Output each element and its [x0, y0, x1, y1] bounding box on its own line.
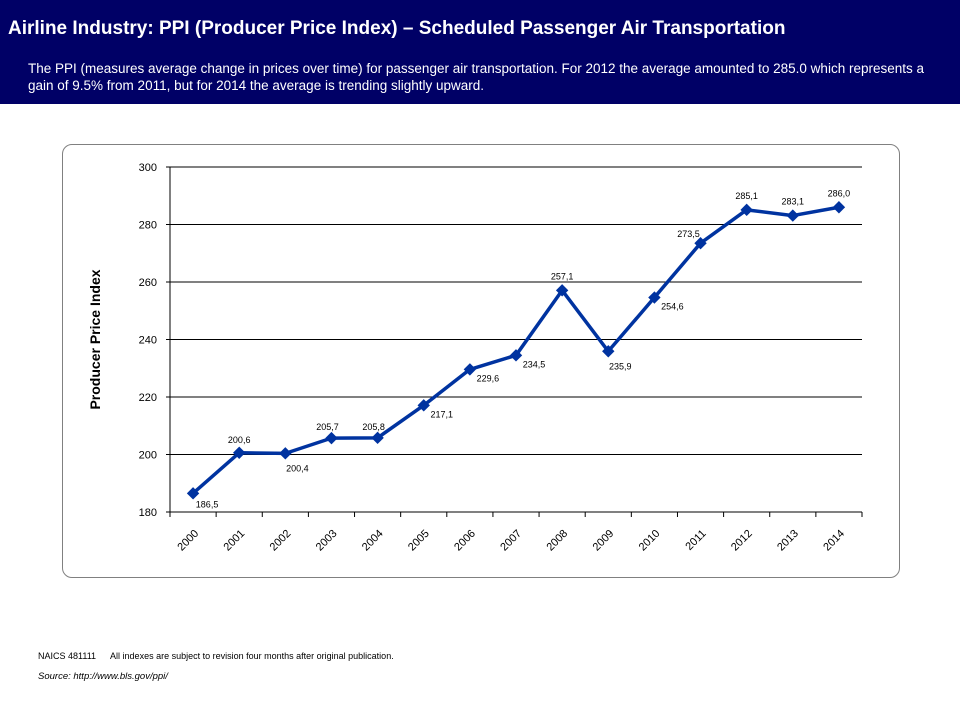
x-tick-label: 2011 — [683, 528, 708, 553]
data-label: 273,5 — [677, 229, 700, 239]
data-point — [648, 291, 661, 304]
data-label: 257,1 — [551, 271, 574, 281]
x-tick-label: 2000 — [175, 528, 201, 554]
x-tick-label: 2002 — [268, 528, 294, 554]
data-label: 286,0 — [828, 188, 851, 198]
header-banner: Airline Industry: PPI (Producer Price In… — [0, 0, 960, 104]
data-label: 234,5 — [523, 359, 546, 369]
data-label: 186,5 — [196, 499, 219, 509]
y-tick-label: 220 — [139, 392, 157, 404]
x-tick-label: 2004 — [360, 528, 386, 554]
data-point — [832, 201, 846, 214]
x-tick-label: 2009 — [591, 528, 617, 554]
data-point — [371, 431, 384, 445]
page-subtitle: The PPI (measures average change in pric… — [28, 61, 924, 93]
y-tick-label: 280 — [139, 220, 157, 232]
y-tick-label: 300 — [139, 162, 157, 174]
data-label: 205,8 — [362, 422, 385, 432]
data-label: 229,6 — [477, 373, 500, 383]
data-label: 235,9 — [609, 361, 632, 371]
revision-note: All indexes are subject to revision four… — [110, 651, 394, 661]
data-label: 285,1 — [735, 191, 758, 201]
data-point — [602, 345, 615, 358]
data-point — [509, 349, 523, 362]
data-point — [463, 363, 477, 376]
footnote: NAICS 481111 All indexes are subject to r… — [38, 651, 394, 661]
x-tick-label: 2010 — [637, 528, 663, 554]
data-point — [186, 487, 200, 500]
data-label: 200,4 — [286, 463, 309, 473]
x-tick-label: 2008 — [544, 528, 570, 554]
y-tick-label: 240 — [139, 335, 157, 347]
y-tick-label: 180 — [139, 507, 157, 519]
data-point — [417, 399, 430, 412]
data-point — [740, 203, 753, 217]
y-tick-label: 260 — [139, 277, 157, 289]
data-point — [232, 446, 246, 459]
y-axis-title: Producer Price Index — [87, 269, 103, 409]
data-label: 283,1 — [782, 197, 805, 207]
x-tick-label: 2005 — [406, 528, 432, 554]
data-point — [555, 284, 569, 297]
x-tick-label: 2014 — [821, 528, 847, 554]
x-tick-label: 2001 — [222, 528, 248, 554]
x-tick-label: 2013 — [775, 528, 801, 554]
data-label: 200,6 — [228, 435, 251, 445]
data-label: 254,6 — [661, 302, 684, 312]
data-label: 205,7 — [316, 422, 339, 432]
x-tick-label: 2003 — [314, 528, 340, 554]
chart-frame — [62, 144, 900, 578]
data-label: 217,1 — [430, 409, 453, 419]
data-point — [279, 447, 292, 460]
x-tick-label: 2012 — [729, 528, 755, 554]
source-citation: Source: http://www.bls.gov/ppi/ — [38, 671, 168, 682]
data-point — [786, 209, 800, 222]
x-tick-label: 2006 — [452, 528, 478, 554]
page-title: Airline Industry: PPI (Producer Price In… — [8, 18, 786, 39]
x-tick-label: 2007 — [498, 528, 524, 554]
data-point — [325, 431, 338, 445]
naics-code: NAICS 481111 — [38, 651, 97, 661]
data-point — [694, 236, 707, 250]
y-tick-label: 200 — [139, 450, 157, 462]
